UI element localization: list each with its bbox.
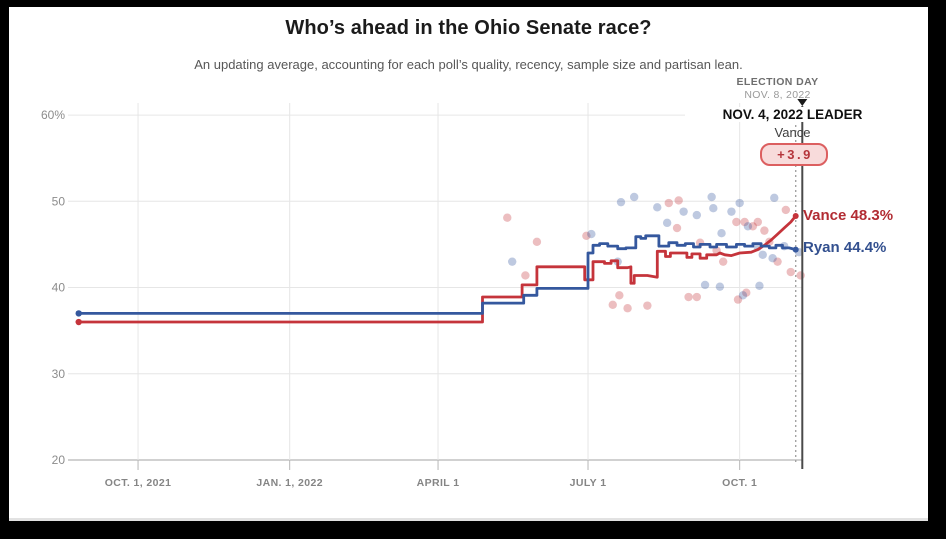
ryan-poll-dot [629,192,639,202]
vance-line-start-cap [75,318,82,326]
ryan-poll-dot [587,229,596,239]
vance-poll-dot [532,237,542,247]
chart-card: 60% 50 40 30 20 OCT. 1, 2021 JAN. 1, 2022 APRIL… [9,7,928,521]
vance-series-label: Vance 48.3% [803,207,894,224]
vance-poll-dot [623,304,632,313]
y-tick-label: 30 [52,367,66,381]
ryan-poll-dot [743,222,753,231]
election-day-arrow-icon [797,99,808,106]
y-tick-label: 20 [52,453,66,467]
ryan-poll-dot [653,203,662,212]
ryan-line-start-cap [75,310,82,317]
vance-poll-dot [740,217,749,227]
ryan-poll-dot [508,257,517,266]
vance-poll-dot [672,223,682,233]
vance-poll-dot [760,226,769,235]
vance-poll-dot [748,222,758,231]
vance-poll-dot [608,300,617,309]
vance-poll-dot [742,288,751,297]
ryan-poll-dot [616,197,626,207]
ryan-poll-dot [727,207,736,216]
vance-trend-line [78,215,797,324]
ryan-poll-dot [758,250,767,259]
x-tick-label: OCT. 1, 2021 [105,477,172,489]
chart-subtitle: An updating average, accounting for each… [194,57,743,72]
leader-margin-badge: +3.9 [760,143,828,166]
vance-poll-dot [582,231,591,240]
election-day-date: NOV. 8, 2022 [744,88,811,101]
vance-poll-dot [521,271,530,280]
polling-chart-svg: 60% 50 40 30 20 OCT. 1, 2021 JAN. 1, 2022 APRIL… [41,99,808,489]
ryan-series-label: Ryan 44.4% [803,239,887,256]
ryan-poll-dot [738,291,748,300]
vance-poll-dot [753,217,762,227]
vance-poll-dot [503,213,512,222]
x-tick-label: OCT. 1 [722,477,757,489]
leader-title: NOV. 4, 2022 LEADER [685,107,900,122]
vance-poll-dot [718,257,728,266]
ryan-line-end-cap [792,246,799,253]
election-day-annotation: ELECTION DAY NOV. 8, 2022 [705,76,850,101]
ryan-poll-dot [709,204,718,213]
ryan-poll-dot [692,210,702,220]
vance-poll-dot [786,267,795,277]
vance-poll-dot [732,217,741,227]
chart-title: Who’s ahead in the Ohio Senate race? [285,17,652,39]
y-tick-label: 50 [52,194,66,208]
ryan-poll-dot [700,280,710,290]
ryan-poll-dot [770,193,779,203]
y-tick-label: 40 [52,281,66,295]
ryan-poll-dot [662,218,672,228]
ryan-trend-line [78,234,797,315]
vance-poll-dot [733,295,743,304]
x-tick-label: JAN. 1, 2022 [256,477,323,489]
ryan-poll-dot [735,198,744,208]
x-tick-label: APRIL 1 [417,477,460,489]
vance-poll-dot [796,271,805,280]
ryan-poll-dot [679,207,688,216]
vance-poll-dot [692,292,702,302]
vance-poll-dot [674,196,683,205]
vance-poll-dot [643,301,652,310]
vance-poll-dot [664,198,673,208]
ryan-poll-dot [715,282,725,291]
x-tick-label: JULY 1 [570,477,607,489]
leader-name: Vance [774,125,811,140]
ryan-poll-dot [768,254,777,263]
election-day-label: ELECTION DAY [736,76,819,88]
ryan-poll-dot [717,229,726,238]
ryan-poll-dot [707,192,716,202]
y-tick-label: 60% [41,108,65,122]
ryan-poll-dot [755,281,764,291]
vance-poll-dot [781,205,791,215]
vance-line-end-cap [792,212,799,219]
vance-poll-dot [773,257,782,266]
vance-poll-dot [684,292,693,302]
vance-poll-dot [615,291,624,300]
